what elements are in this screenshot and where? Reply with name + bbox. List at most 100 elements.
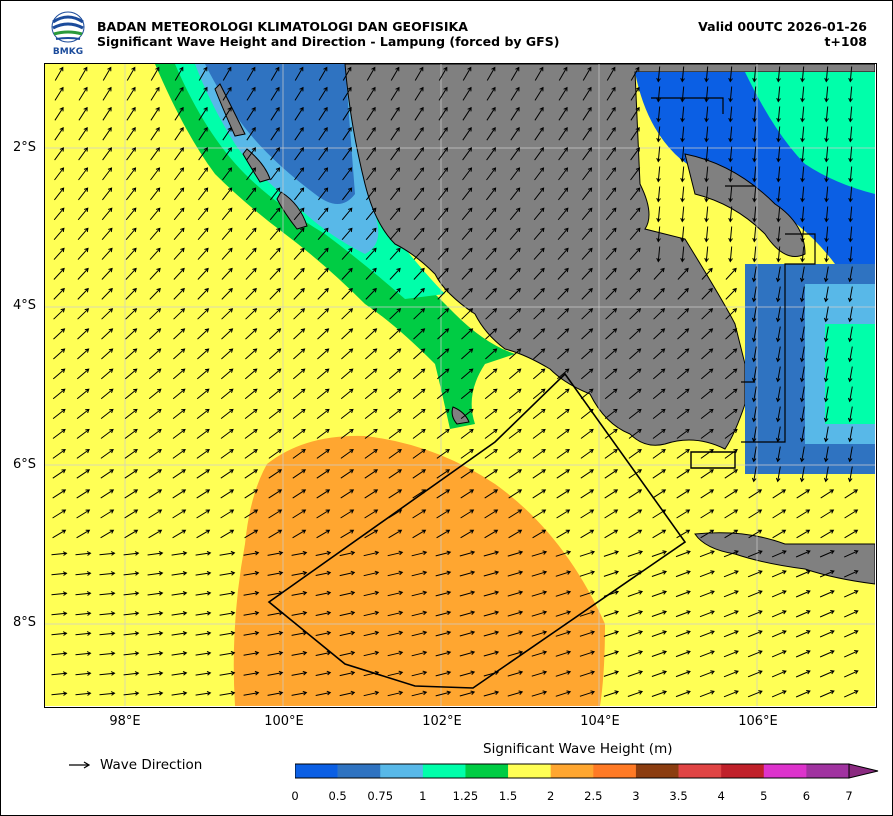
wave-arrow [340,489,355,499]
wave-arrow [581,267,593,280]
wave-arrow [124,529,139,539]
colorbar [295,763,879,779]
wave-arrow [149,247,161,260]
wave-arrow [558,187,569,201]
wave-arrow [174,126,184,141]
wave-arrow [557,348,570,360]
wave-arrow [724,509,739,519]
wave-arrow [582,66,592,81]
wave-arrow [339,570,356,577]
wave-arrow [340,529,355,539]
land-bangka [684,153,806,257]
wave-arrow [603,670,620,677]
wave-arrow [390,106,400,121]
wave-arrow [54,187,65,201]
wave-arrow [509,207,521,221]
wave-arrow [246,106,256,121]
wave-arrow [676,489,691,499]
wave-arrow [222,167,233,181]
wave-arrow [219,590,236,596]
wave-arrow [847,386,853,403]
wave-arrow [701,267,713,280]
wave-arrow [486,147,496,161]
wave-arrow [557,328,570,340]
wave-arrow [172,388,186,400]
wave-arrow [222,86,232,101]
wave-arrow [704,66,709,83]
wave-arrow [844,529,859,539]
wave-arrow [485,348,498,360]
wave-arrow [704,106,709,123]
wave-arrow [197,287,209,300]
wave-arrow [724,428,738,439]
wave-arrow [509,328,522,340]
wave-arrow [171,671,188,676]
wave-arrow [413,308,426,320]
wave-arrow [101,348,114,360]
wave-arrow [173,227,185,241]
wave-arrow [124,489,139,499]
wave-arrow [819,650,835,658]
wave-arrow [101,308,114,320]
wave-arrow [54,86,64,101]
wave-arrow [342,126,352,141]
wave-arrow [196,529,211,539]
logo-text: BMKG [53,47,83,56]
wave-arrow [52,408,66,419]
wave-arrow [245,267,257,280]
wave-arrow [582,187,593,201]
wave-arrow [390,167,401,181]
wave-arrow [412,509,427,519]
wave-arrow [680,86,685,103]
wave-arrow [246,167,257,181]
wave-arrow [244,449,258,459]
wave-arrow [365,267,377,280]
wave-arrow [581,287,593,300]
wave-arrow [125,267,137,280]
lon-label-100e: 100°E [264,714,304,729]
wave-arrow [699,550,715,558]
wave-arrow [102,106,112,121]
wave-arrow [364,489,379,499]
wave-arrow [197,308,210,320]
wave-arrow [848,246,853,263]
wave-arrow [848,66,853,83]
wave-arrow [339,590,356,597]
wave-arrow [823,326,829,343]
wave-arrow [100,388,114,400]
wave-arrow [704,126,709,143]
wave-arrow [606,106,616,121]
wave-arrow [843,570,859,578]
wave-arrow [795,570,811,578]
wave-arrow [484,428,498,439]
wave-arrow [171,651,188,656]
wave-arrow [776,186,781,203]
wave-map[interactable] [44,63,877,708]
wave-arrow [51,551,68,556]
wave-arrow [412,368,426,380]
wave-arrow [656,186,661,203]
wave-arrow [728,226,733,243]
wave-arrow [219,690,236,696]
wave-arrow [438,126,448,141]
colorbar-cell [721,764,765,778]
wave-arrow [220,509,235,519]
wave-zone-orange [233,435,605,706]
wave-arrow [556,489,571,499]
wave-arrow [366,126,376,141]
colorbar-cell [295,764,338,778]
wave-arrow [824,206,829,223]
wave-arrow [507,550,524,557]
wave-arrow [293,267,305,280]
wave-arrow [340,469,355,479]
wave-arrow [819,570,835,578]
wave-arrow [99,571,116,576]
wave-arrow [245,328,258,340]
wave-arrow [558,147,568,161]
wave-arrow [436,368,450,380]
wave-arrow [388,469,403,479]
wave-arrow [292,529,307,539]
wave-arrow [604,368,618,380]
wave-arrow [196,368,210,380]
wave-arrow [823,366,829,383]
